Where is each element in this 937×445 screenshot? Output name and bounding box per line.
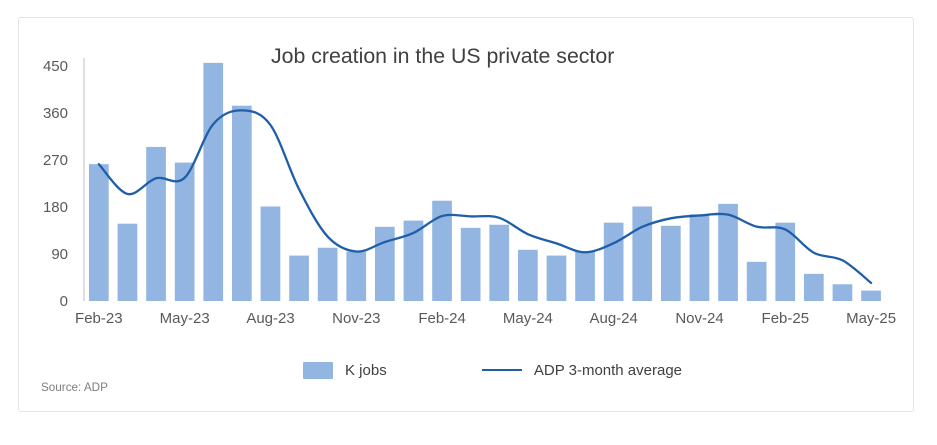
svg-text:Feb-25: Feb-25: [762, 310, 810, 327]
svg-text:May-25: May-25: [846, 310, 896, 327]
svg-text:450: 450: [43, 58, 68, 75]
svg-text:180: 180: [43, 199, 68, 216]
svg-text:Nov-24: Nov-24: [675, 310, 723, 327]
svg-text:270: 270: [43, 152, 68, 169]
svg-text:360: 360: [43, 105, 68, 122]
svg-text:Aug-23: Aug-23: [246, 310, 294, 327]
svg-text:Feb-24: Feb-24: [418, 310, 466, 327]
svg-text:0: 0: [60, 293, 68, 310]
svg-text:90: 90: [51, 246, 68, 263]
svg-text:May-23: May-23: [160, 310, 210, 327]
svg-text:May-24: May-24: [503, 310, 553, 327]
svg-text:Feb-23: Feb-23: [75, 310, 123, 327]
svg-text:Aug-24: Aug-24: [590, 310, 638, 327]
svg-text:Nov-23: Nov-23: [332, 310, 380, 327]
